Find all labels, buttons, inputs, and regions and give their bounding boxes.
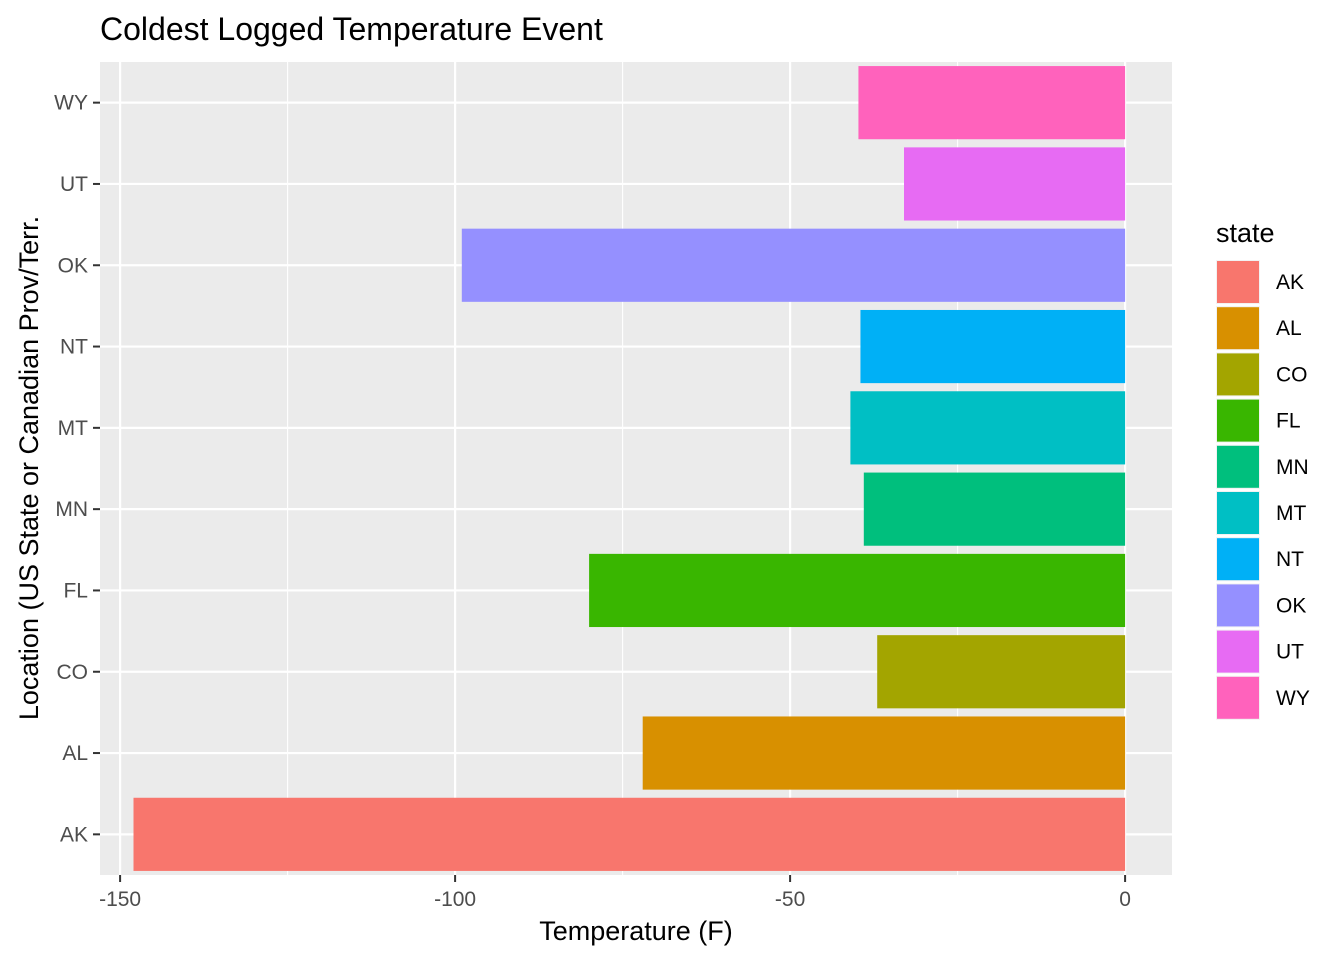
bar-nt <box>860 309 1126 384</box>
y-axis: AK AL CO FL MN MT NT OK UT WY <box>54 92 100 846</box>
legend-swatch <box>1217 584 1259 627</box>
legend-label: CO <box>1276 363 1308 386</box>
y-tick-label: AK <box>60 823 88 846</box>
bar-fl <box>589 553 1126 628</box>
legend-label: AK <box>1276 271 1304 294</box>
bar-ut <box>904 147 1126 221</box>
y-tick-label: NT <box>60 336 88 359</box>
legend-swatch <box>1217 353 1259 396</box>
legend-title: state <box>1216 218 1275 248</box>
legend: AK AL CO FL MN MT NT OK UT WY <box>1216 260 1310 720</box>
legend-label: MN <box>1276 456 1309 479</box>
legend-swatch <box>1217 676 1259 719</box>
legend-swatch <box>1217 261 1259 303</box>
bar-co <box>877 635 1126 709</box>
x-axis: -150 -100 -50 0 <box>99 875 1131 911</box>
bars <box>133 66 1126 871</box>
chart-title: Coldest Logged Temperature Event <box>100 11 603 47</box>
bar-mn <box>863 472 1126 546</box>
y-tick-label: AL <box>62 742 88 765</box>
bar-al <box>642 716 1126 790</box>
bar-ak <box>133 797 1126 871</box>
legend-swatch <box>1217 399 1259 442</box>
y-tick-label: CO <box>57 661 89 684</box>
bar-wy <box>858 66 1126 140</box>
legend-label: AL <box>1276 317 1302 340</box>
legend-label: MT <box>1276 502 1306 525</box>
y-tick-label: MT <box>58 417 88 440</box>
bar-ok <box>461 228 1126 302</box>
x-tick-label: -150 <box>99 888 141 911</box>
bar-mt <box>850 391 1126 465</box>
legend-swatch <box>1217 445 1259 488</box>
y-axis-title: Location (US State or Canadian Prov/Terr… <box>14 216 44 720</box>
legend-label: WY <box>1276 687 1310 710</box>
y-tick-label: OK <box>58 254 88 277</box>
legend-label: NT <box>1276 548 1304 571</box>
y-tick-label: MN <box>55 498 88 521</box>
x-tick-label: -50 <box>775 888 805 911</box>
legend-swatch <box>1217 492 1259 534</box>
legend-swatch <box>1217 307 1259 350</box>
legend-swatch <box>1217 630 1259 673</box>
x-tick-label: 0 <box>1119 888 1131 911</box>
x-tick-label: -100 <box>434 888 476 911</box>
legend-label: FL <box>1276 410 1301 433</box>
legend-swatch <box>1217 538 1259 581</box>
y-tick-label: UT <box>60 173 88 196</box>
legend-label: OK <box>1276 594 1306 617</box>
y-tick-label: FL <box>63 579 88 602</box>
legend-label: UT <box>1276 641 1304 664</box>
y-tick-label: WY <box>54 92 88 115</box>
x-axis-title: Temperature (F) <box>539 916 733 946</box>
